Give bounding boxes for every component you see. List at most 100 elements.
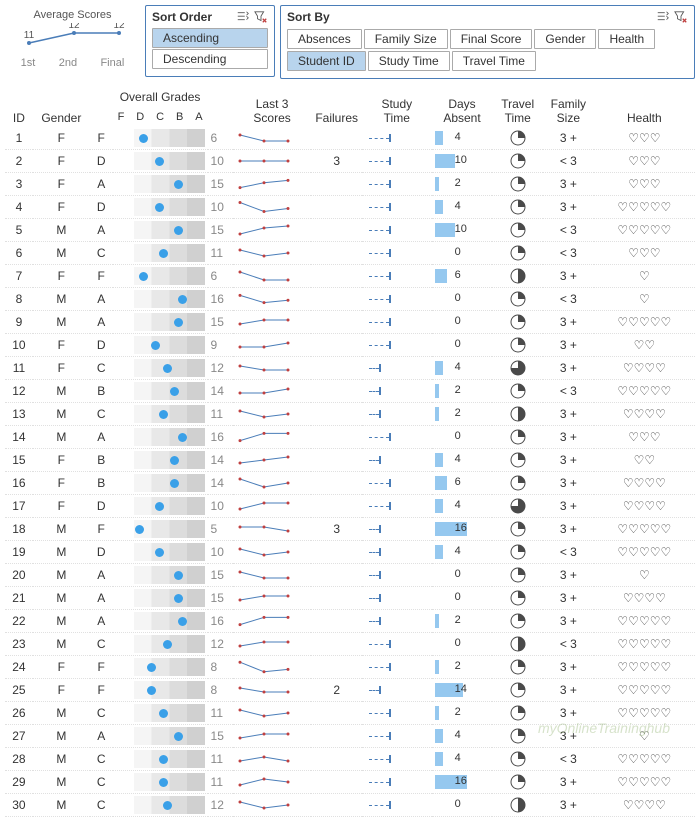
cell-study (362, 449, 432, 472)
cell-id: 14 (5, 426, 33, 449)
table-row: 16 F B 14 6 3 + ♡♡♡♡ (5, 472, 695, 495)
cell-letter: A (90, 219, 113, 242)
sort-by-gender[interactable]: Gender (534, 29, 596, 49)
multiselect-icon[interactable] (236, 10, 250, 24)
cell-grade (113, 196, 208, 219)
cell-grade-val: 11 (208, 403, 233, 426)
cell-failures (311, 610, 362, 633)
table-row: 3 F A 15 2 3 + ♡♡♡ (5, 173, 695, 196)
cell-failures (311, 311, 362, 334)
clear-filter-icon[interactable] (254, 10, 268, 24)
cell-absent: 0 (432, 288, 493, 311)
cell-failures: 2 (311, 679, 362, 702)
cell-health: ♡♡♡♡♡ (594, 771, 695, 794)
sort-order-ascending[interactable]: Ascending (152, 28, 268, 48)
cell-study (362, 403, 432, 426)
cell-letter: D (90, 334, 113, 357)
cell-gender: M (33, 426, 90, 449)
table-row: 20 M A 15 0 3 + ♡ (5, 564, 695, 587)
cell-grade (113, 357, 208, 380)
cell-grade-val: 12 (208, 357, 233, 380)
cell-study (362, 794, 432, 817)
cell-grade (113, 127, 208, 150)
cell-health: ♡ (594, 265, 695, 288)
cell-gender: M (33, 794, 90, 817)
cell-health: ♡♡♡♡♡ (594, 541, 695, 564)
header-id: ID (5, 87, 33, 127)
cell-letter: C (90, 794, 113, 817)
cell-sparkline (233, 311, 311, 334)
cell-failures (311, 771, 362, 794)
cell-grade-val: 10 (208, 196, 233, 219)
cell-health: ♡♡♡♡♡ (594, 196, 695, 219)
cell-gender: F (33, 334, 90, 357)
cell-sparkline (233, 357, 311, 380)
cell-failures (311, 725, 362, 748)
cell-letter: D (90, 495, 113, 518)
cell-family: 3 + (543, 564, 594, 587)
clear-filter-icon[interactable] (674, 10, 688, 24)
sort-by-family size[interactable]: Family Size (364, 29, 448, 49)
cell-gender: M (33, 311, 90, 334)
header-absent: Days Absent (432, 87, 493, 127)
sort-by-absences[interactable]: Absences (287, 29, 362, 49)
cell-letter: A (90, 173, 113, 196)
cell-sparkline (233, 495, 311, 518)
sort-by-student id[interactable]: Student ID (287, 51, 366, 71)
cell-family: 3 + (543, 656, 594, 679)
cell-family: 3 + (543, 610, 594, 633)
cell-health: ♡♡♡♡♡ (594, 610, 695, 633)
cell-grade-val: 15 (208, 587, 233, 610)
cell-study (362, 771, 432, 794)
cell-travel (492, 564, 543, 587)
cell-id: 26 (5, 702, 33, 725)
cell-grade (113, 633, 208, 656)
cell-absent: 4 (432, 196, 493, 219)
cell-sparkline (233, 219, 311, 242)
cell-sparkline (233, 242, 311, 265)
cell-gender: M (33, 288, 90, 311)
cell-gender: F (33, 679, 90, 702)
cell-sparkline (233, 541, 311, 564)
cell-family: < 3 (543, 633, 594, 656)
cell-sparkline (233, 196, 311, 219)
cell-family: 3 + (543, 518, 594, 541)
cell-sparkline (233, 334, 311, 357)
cell-family: 3 + (543, 495, 594, 518)
header-health: Health (594, 87, 695, 127)
header-last3: Last 3 Scores (233, 87, 311, 127)
cell-grade-val: 8 (208, 679, 233, 702)
sort-by-travel time[interactable]: Travel Time (452, 51, 536, 71)
cell-failures (311, 219, 362, 242)
cell-travel (492, 610, 543, 633)
table-row: 21 M A 15 0 3 + ♡♡♡♡ (5, 587, 695, 610)
sort-by-health[interactable]: Health (598, 29, 655, 49)
sort-by-final score[interactable]: Final Score (450, 29, 533, 49)
cell-sparkline (233, 748, 311, 771)
cell-letter: F (90, 518, 113, 541)
multiselect-icon[interactable] (656, 10, 670, 24)
cell-id: 8 (5, 288, 33, 311)
cell-letter: D (90, 541, 113, 564)
cell-letter: C (90, 633, 113, 656)
cell-id: 7 (5, 265, 33, 288)
cell-grade-val: 10 (208, 541, 233, 564)
sort-by-panel: Sort By AbsencesFamily SizeFinal ScoreGe… (280, 5, 695, 79)
cell-id: 30 (5, 794, 33, 817)
sort-order-descending[interactable]: Descending (152, 49, 268, 69)
cell-family: < 3 (543, 748, 594, 771)
cell-letter: B (90, 380, 113, 403)
sort-by-study time[interactable]: Study Time (368, 51, 450, 71)
cell-absent: 4 (432, 541, 493, 564)
cell-study (362, 495, 432, 518)
cell-sparkline (233, 403, 311, 426)
cell-gender: M (33, 725, 90, 748)
cell-sparkline (233, 380, 311, 403)
cell-absent: 16 (432, 518, 493, 541)
cell-absent: 0 (432, 426, 493, 449)
student-table: ID Gender Overall Grades Last 3 Scores F… (5, 87, 695, 817)
cell-health: ♡ (594, 564, 695, 587)
cell-sparkline (233, 173, 311, 196)
cell-id: 1 (5, 127, 33, 150)
cell-absent: 2 (432, 702, 493, 725)
